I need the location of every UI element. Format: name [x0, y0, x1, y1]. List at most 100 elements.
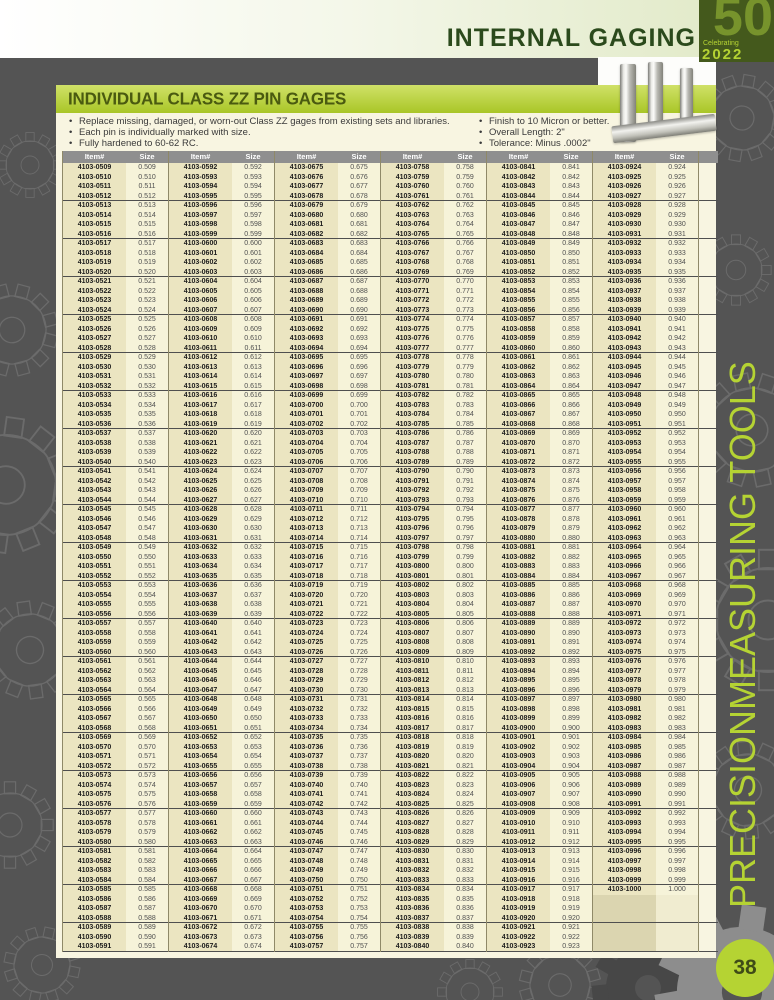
table-row: 4103-0987 0.987 [593, 761, 698, 771]
table-row: 4103-0891 0.891 [487, 638, 592, 648]
table-row: 4103-0806 0.806 [381, 619, 486, 629]
item-cell: 4103-0543 [63, 486, 126, 496]
item-cell: 4103-0685 [275, 258, 338, 268]
table-row: 4103-0618 0.618 [169, 410, 274, 420]
table-row: 4103-0553 0.553 [63, 581, 168, 591]
table-row: 4103-0555 0.555 [63, 600, 168, 610]
item-cell: 4103-0548 [63, 533, 126, 542]
size-cell: 0.974 [656, 638, 698, 648]
table-row: 4103-0780 0.780 [381, 372, 486, 382]
table-row: 4103-0541 0.541 [63, 467, 168, 477]
table-row: 4103-0707 0.707 [275, 467, 380, 477]
item-cell: 4103-0742 [275, 799, 338, 808]
table-row: 4103-0943 0.943 [593, 343, 698, 353]
size-cell: 0.723 [338, 619, 380, 629]
margin-row [699, 410, 718, 420]
item-cell: 4103-0589 [63, 923, 126, 933]
table-column-pair: Item# Size 4103-0592 0.592 4103-0593 0.593 410… [168, 151, 274, 952]
size-cell: 0.772 [444, 296, 486, 306]
size-cell: 0.610 [232, 334, 274, 344]
table-row: 4103-0803 0.803 [381, 590, 486, 600]
table-row: 4103-0989 0.989 [593, 780, 698, 790]
size-cell: 0.757 [338, 942, 380, 951]
table-row: 4103-0696 0.696 [275, 362, 380, 372]
table-header-cell: Item# [63, 151, 126, 163]
table-row: 4103-0675 0.675 [275, 163, 380, 173]
table-row: 4103-0711 0.711 [275, 505, 380, 515]
table-row: 4103-0894 0.894 [487, 666, 592, 676]
item-cell: 4103-0743 [275, 809, 338, 819]
item-cell: 4103-0708 [275, 476, 338, 486]
item-cell: 4103-0550 [63, 552, 126, 562]
item-cell: 4103-0919 [487, 904, 550, 914]
size-cell: 0.559 [126, 638, 168, 648]
size-cell: 0.565 [126, 695, 168, 705]
item-cell: 4103-0703 [275, 429, 338, 439]
size-cell: 0.725 [338, 638, 380, 648]
table-row: 4103-0797 0.797 [381, 533, 486, 543]
table-row: 4103-0715 0.715 [275, 543, 380, 553]
size-cell: 0.516 [126, 229, 168, 238]
item-cell: 4103-0850 [487, 248, 550, 258]
item-cell: 4103-0816 [381, 714, 444, 724]
item-cell: 4103-0599 [169, 229, 232, 238]
table-row: 4103-0768 0.768 [381, 258, 486, 268]
margin-row [699, 163, 718, 173]
size-cell: 0.591 [126, 942, 168, 951]
size-cell: 0.648 [232, 695, 274, 705]
table-row: 4103-0725 0.725 [275, 638, 380, 648]
size-cell: 0.902 [550, 742, 592, 752]
size-cell: 0.847 [550, 220, 592, 230]
table-row: 4103-0789 0.789 [381, 457, 486, 467]
size-cell: 0.803 [444, 590, 486, 600]
table-row: 4103-0560 0.560 [63, 647, 168, 657]
margin-row [699, 382, 718, 391]
size-cell: 0.528 [126, 343, 168, 352]
item-cell: 4103-0928 [593, 201, 656, 211]
table-row: 4103-0955 0.955 [593, 457, 698, 467]
size-cell: 0.673 [232, 932, 274, 942]
item-cell: 4103-0890 [487, 628, 550, 638]
bullet-item: Tolerance: Minus .0002" [478, 138, 713, 149]
size-cell: 0.698 [338, 381, 380, 390]
table-row: 4103-0717 0.717 [275, 562, 380, 572]
item-cell: 4103-0894 [487, 666, 550, 676]
item-cell: 4103-0523 [63, 296, 126, 306]
item-cell: 4103-0754 [275, 913, 338, 922]
table-row: 4103-0986 0.986 [593, 752, 698, 762]
table-row: 4103-0582 0.582 [63, 856, 168, 866]
size-cell: 0.560 [126, 647, 168, 656]
item-cell: 4103-0831 [381, 856, 444, 866]
margin-row [699, 277, 718, 287]
item-cell: 4103-0923 [487, 942, 550, 951]
margin-row [699, 496, 718, 505]
table-row: 4103-0849 0.849 [487, 239, 592, 249]
item-cell: 4103-0533 [63, 391, 126, 401]
table-row: 4103-0838 0.838 [381, 923, 486, 933]
anniversary-celebrating-label: Celebrating [703, 40, 739, 47]
size-cell: 0.759 [444, 172, 486, 182]
table-row: 4103-0530 0.530 [63, 362, 168, 372]
size-cell: 0.861 [550, 353, 592, 363]
item-cell: 4103-0958 [593, 486, 656, 496]
item-cell: 4103-0665 [169, 856, 232, 866]
item-cell: 4103-0801 [381, 571, 444, 580]
table-row: 4103-0825 0.825 [381, 799, 486, 809]
size-cell [656, 894, 698, 904]
size-cell: 0.939 [656, 305, 698, 314]
size-cell: 0.930 [656, 220, 698, 230]
item-cell: 4103-0835 [381, 894, 444, 904]
item-cell: 4103-0983 [593, 723, 656, 732]
table-row: 4103-1000 1.000 [593, 885, 698, 895]
size-cell: 0.835 [444, 894, 486, 904]
table-row: 4103-0569 0.569 [63, 733, 168, 743]
table-row: 4103-0774 0.774 [381, 315, 486, 325]
item-cell: 4103-0984 [593, 733, 656, 743]
size-cell: 0.624 [232, 467, 274, 477]
size-cell: 0.534 [126, 400, 168, 410]
size-cell: 0.754 [338, 913, 380, 922]
item-cell: 4103-0558 [63, 628, 126, 638]
table-row: 4103-0533 0.533 [63, 391, 168, 401]
size-cell: 0.752 [338, 894, 380, 904]
item-cell: 4103-0830 [381, 847, 444, 857]
